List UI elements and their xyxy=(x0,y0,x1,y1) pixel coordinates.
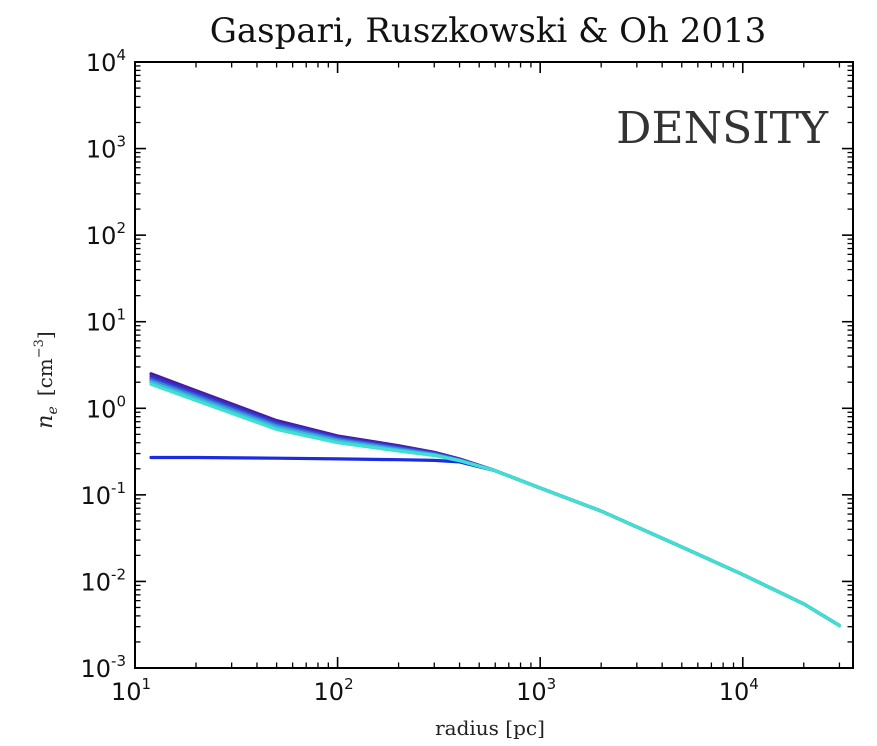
y-tick-label: 10-2 xyxy=(80,565,126,596)
y-tick-label: 104 xyxy=(86,46,126,77)
svg-text:ne[cm−3]: ne [cm−3] xyxy=(32,331,61,428)
plot-frame xyxy=(134,61,854,669)
series-layer xyxy=(149,372,841,628)
y-axis-label-unit-exponent: −3 xyxy=(32,339,47,358)
y-tick-label: 10-3 xyxy=(80,652,126,683)
y-tick-label: 102 xyxy=(86,219,126,250)
x-tick-label: 101 xyxy=(111,675,151,706)
y-tick-label: 100 xyxy=(86,392,126,423)
y-axis-label-symbol: n xyxy=(33,415,58,429)
x-tick-label: 103 xyxy=(516,675,556,706)
density-annotation: DENSITY xyxy=(616,103,829,154)
chart-title: Gaspari, Ruszkowski & Oh 2013 xyxy=(210,11,767,51)
y-tick-label: 103 xyxy=(86,133,126,164)
y-axis-label-unit-close: ] xyxy=(33,331,57,339)
x-axis-label: radius [pc] xyxy=(435,716,545,740)
y-axis-label-subscript: e xyxy=(45,406,61,414)
y-axis-label: ne [cm−3] xyxy=(32,331,61,428)
y-tick-label: 10-1 xyxy=(80,479,126,510)
y-axis-label-unit: [cm xyxy=(33,358,57,396)
series-line-7 xyxy=(149,382,841,628)
x-tick-label: 102 xyxy=(314,675,354,706)
y-tick-label: 101 xyxy=(86,306,126,337)
x-tick-label: 104 xyxy=(719,675,759,706)
tick-layer: 101 102 103 104 10-3 10-2 10-1 100 101 102 103 104 xyxy=(80,46,853,706)
